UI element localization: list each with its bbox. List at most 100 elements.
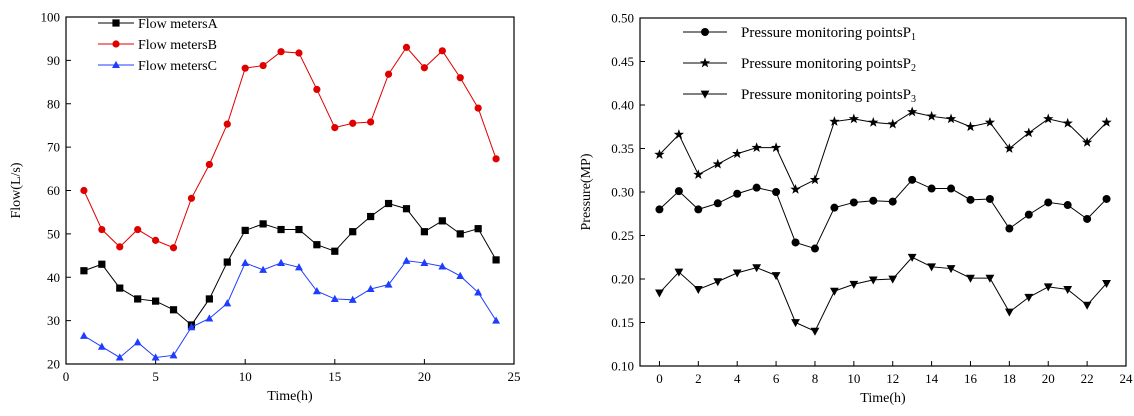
data-point bbox=[330, 294, 339, 302]
legend-marker bbox=[701, 28, 709, 36]
data-point bbox=[655, 205, 664, 214]
data-point bbox=[367, 212, 375, 221]
data-point bbox=[830, 203, 839, 212]
y-axis-title: Pressure(MP) bbox=[579, 153, 594, 230]
data-point bbox=[420, 228, 428, 236]
data-point bbox=[277, 225, 285, 234]
data-point bbox=[1102, 279, 1111, 288]
y-tick-label: 0.20 bbox=[611, 272, 634, 287]
x-tick-label: 4 bbox=[734, 371, 741, 386]
x-tick-label: 18 bbox=[1003, 371, 1016, 386]
y-tick-label: 40 bbox=[47, 270, 60, 285]
y-axis-title: Flow(L/s) bbox=[9, 162, 24, 218]
data-point bbox=[116, 243, 124, 251]
legend-marker bbox=[112, 19, 120, 27]
data-point bbox=[384, 70, 393, 78]
data-point bbox=[402, 256, 411, 264]
legend-label: Pressure monitoring pointsP1 bbox=[741, 25, 916, 43]
x-tick-label: 10 bbox=[847, 371, 860, 386]
data-point bbox=[771, 272, 781, 281]
x-tick-label: 12 bbox=[886, 371, 899, 386]
data-point bbox=[1083, 214, 1092, 223]
data-point bbox=[402, 205, 411, 213]
data-point bbox=[169, 244, 178, 252]
data-point bbox=[331, 124, 339, 132]
data-point bbox=[205, 314, 214, 322]
data-point bbox=[1024, 293, 1034, 302]
data-point bbox=[474, 225, 482, 233]
data-point bbox=[438, 217, 446, 225]
data-point bbox=[1102, 194, 1111, 203]
data-point bbox=[907, 253, 917, 262]
data-point bbox=[420, 64, 428, 72]
data-point bbox=[1004, 143, 1015, 153]
y-tick-label: 0.40 bbox=[611, 98, 634, 113]
data-point bbox=[349, 228, 357, 236]
data-point bbox=[868, 276, 878, 285]
data-point bbox=[655, 289, 664, 298]
y-tick-label: 0.10 bbox=[611, 359, 634, 374]
data-point bbox=[674, 268, 684, 277]
data-point bbox=[908, 175, 917, 184]
data-point bbox=[187, 194, 196, 202]
data-point bbox=[985, 274, 995, 283]
data-point bbox=[926, 110, 937, 121]
data-point bbox=[693, 286, 703, 295]
x-tick-label: 25 bbox=[508, 369, 521, 384]
data-point bbox=[1024, 210, 1033, 219]
data-point bbox=[1082, 301, 1092, 310]
series-line-2 bbox=[83, 46, 497, 249]
legend-label: Pressure monitoring pointsP3 bbox=[741, 87, 916, 105]
y-tick-label: 60 bbox=[47, 183, 60, 198]
x-tick-label: 20 bbox=[418, 369, 431, 384]
y-tick-label: 0.45 bbox=[611, 54, 634, 69]
x-tick-label: 8 bbox=[812, 371, 819, 386]
x-tick-label: 6 bbox=[773, 371, 780, 386]
data-point bbox=[1063, 201, 1072, 210]
data-point bbox=[868, 117, 879, 127]
data-point bbox=[438, 47, 446, 55]
data-point bbox=[134, 225, 142, 234]
flow-chart: 0 5 10 15 20 25 20 30 40 50 60 70 80 90 100 Time(h) Flow… bbox=[9, 10, 521, 405]
data-point bbox=[313, 241, 321, 249]
series-line-3 bbox=[83, 260, 497, 359]
data-point bbox=[927, 184, 936, 193]
data-point bbox=[366, 284, 375, 293]
x-axis-title: Time(h) bbox=[267, 389, 313, 404]
data-point bbox=[259, 265, 268, 273]
data-point bbox=[384, 199, 393, 208]
data-point bbox=[694, 205, 703, 214]
series-line-1 bbox=[659, 179, 1107, 250]
data-point bbox=[420, 258, 429, 266]
data-point bbox=[313, 85, 321, 94]
data-point bbox=[752, 183, 761, 192]
data-point bbox=[241, 64, 249, 72]
data-point bbox=[116, 284, 124, 292]
legend-marker bbox=[112, 60, 120, 69]
data-point bbox=[673, 129, 685, 139]
data-point bbox=[241, 258, 250, 266]
x-tick-label: 15 bbox=[328, 369, 341, 384]
data-point bbox=[751, 142, 762, 152]
x-tick-label: 0 bbox=[63, 369, 70, 384]
data-point bbox=[384, 280, 393, 288]
data-point bbox=[966, 195, 975, 204]
data-point bbox=[402, 43, 411, 51]
data-point bbox=[492, 155, 500, 163]
data-point bbox=[829, 116, 840, 126]
data-point bbox=[223, 299, 232, 307]
data-point bbox=[1081, 137, 1093, 147]
data-point bbox=[295, 49, 303, 57]
data-point bbox=[1043, 113, 1054, 124]
data-point bbox=[927, 263, 936, 272]
data-point bbox=[849, 280, 859, 289]
data-point bbox=[80, 186, 88, 195]
data-point bbox=[492, 256, 500, 264]
data-point bbox=[984, 117, 996, 127]
data-point bbox=[1004, 308, 1014, 317]
data-point bbox=[849, 198, 858, 207]
data-point bbox=[654, 149, 665, 159]
x-axis-title: Time(h) bbox=[860, 391, 906, 406]
data-point bbox=[732, 148, 743, 159]
data-point bbox=[887, 118, 898, 129]
